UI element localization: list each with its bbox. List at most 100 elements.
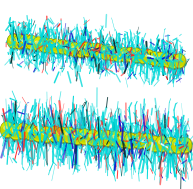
Ellipse shape bbox=[65, 131, 70, 136]
Ellipse shape bbox=[35, 130, 40, 134]
Ellipse shape bbox=[162, 53, 175, 69]
Ellipse shape bbox=[71, 46, 75, 50]
Ellipse shape bbox=[9, 128, 23, 138]
Ellipse shape bbox=[94, 130, 108, 146]
Ellipse shape bbox=[16, 123, 32, 140]
Ellipse shape bbox=[77, 47, 82, 51]
Ellipse shape bbox=[136, 49, 150, 65]
Ellipse shape bbox=[154, 52, 167, 66]
Ellipse shape bbox=[81, 42, 94, 58]
Ellipse shape bbox=[124, 133, 138, 149]
Ellipse shape bbox=[59, 43, 64, 47]
Ellipse shape bbox=[148, 136, 163, 153]
Ellipse shape bbox=[148, 136, 162, 152]
Ellipse shape bbox=[24, 125, 38, 140]
Ellipse shape bbox=[69, 42, 82, 58]
Ellipse shape bbox=[139, 53, 144, 57]
Ellipse shape bbox=[151, 140, 156, 144]
Ellipse shape bbox=[124, 47, 136, 62]
Ellipse shape bbox=[121, 51, 126, 55]
Ellipse shape bbox=[47, 126, 61, 142]
Ellipse shape bbox=[16, 123, 30, 139]
Ellipse shape bbox=[77, 129, 91, 145]
Ellipse shape bbox=[109, 131, 124, 148]
Ellipse shape bbox=[178, 137, 192, 153]
Ellipse shape bbox=[68, 42, 81, 57]
Ellipse shape bbox=[25, 35, 38, 50]
Ellipse shape bbox=[45, 39, 58, 54]
Ellipse shape bbox=[25, 35, 39, 51]
Ellipse shape bbox=[171, 138, 185, 153]
Ellipse shape bbox=[44, 39, 57, 53]
Ellipse shape bbox=[116, 131, 131, 149]
Ellipse shape bbox=[162, 57, 174, 65]
Ellipse shape bbox=[39, 127, 55, 144]
Ellipse shape bbox=[25, 125, 40, 142]
Ellipse shape bbox=[9, 124, 23, 140]
Ellipse shape bbox=[142, 53, 154, 62]
Ellipse shape bbox=[57, 40, 70, 55]
Ellipse shape bbox=[163, 137, 177, 153]
Ellipse shape bbox=[104, 135, 109, 139]
Ellipse shape bbox=[152, 55, 156, 59]
Ellipse shape bbox=[38, 38, 51, 52]
Ellipse shape bbox=[55, 127, 69, 143]
Ellipse shape bbox=[124, 51, 136, 60]
Ellipse shape bbox=[25, 39, 38, 48]
Ellipse shape bbox=[19, 38, 32, 47]
Ellipse shape bbox=[70, 129, 85, 146]
Ellipse shape bbox=[119, 51, 131, 60]
Ellipse shape bbox=[171, 138, 186, 155]
Ellipse shape bbox=[16, 127, 30, 137]
Ellipse shape bbox=[149, 52, 163, 67]
Ellipse shape bbox=[47, 130, 61, 140]
Ellipse shape bbox=[140, 133, 154, 149]
Ellipse shape bbox=[13, 39, 26, 47]
Ellipse shape bbox=[101, 135, 115, 144]
Ellipse shape bbox=[130, 48, 142, 62]
Ellipse shape bbox=[106, 46, 119, 62]
Ellipse shape bbox=[114, 51, 119, 55]
Ellipse shape bbox=[163, 141, 177, 151]
Ellipse shape bbox=[7, 34, 21, 50]
Ellipse shape bbox=[39, 127, 53, 143]
Ellipse shape bbox=[119, 136, 124, 140]
Ellipse shape bbox=[13, 35, 27, 50]
Ellipse shape bbox=[57, 40, 69, 54]
Ellipse shape bbox=[145, 53, 149, 57]
Ellipse shape bbox=[68, 46, 81, 55]
Ellipse shape bbox=[10, 38, 14, 42]
Ellipse shape bbox=[119, 47, 132, 63]
Ellipse shape bbox=[140, 133, 156, 151]
Ellipse shape bbox=[101, 130, 116, 148]
Ellipse shape bbox=[58, 131, 63, 136]
Ellipse shape bbox=[41, 41, 46, 45]
Ellipse shape bbox=[81, 42, 93, 56]
Ellipse shape bbox=[16, 38, 20, 42]
Ellipse shape bbox=[116, 131, 130, 147]
Ellipse shape bbox=[101, 130, 115, 146]
Ellipse shape bbox=[81, 46, 93, 55]
Ellipse shape bbox=[108, 50, 113, 54]
Ellipse shape bbox=[50, 39, 64, 55]
Ellipse shape bbox=[65, 45, 69, 49]
Ellipse shape bbox=[106, 46, 118, 60]
Ellipse shape bbox=[167, 54, 179, 69]
Ellipse shape bbox=[100, 49, 112, 58]
Ellipse shape bbox=[143, 138, 148, 142]
Ellipse shape bbox=[78, 129, 93, 146]
Ellipse shape bbox=[133, 52, 137, 56]
Ellipse shape bbox=[87, 43, 99, 57]
Ellipse shape bbox=[174, 142, 179, 146]
Ellipse shape bbox=[96, 134, 102, 139]
Ellipse shape bbox=[12, 128, 17, 132]
Ellipse shape bbox=[127, 137, 132, 141]
Ellipse shape bbox=[140, 138, 154, 147]
Ellipse shape bbox=[173, 58, 185, 66]
Ellipse shape bbox=[50, 130, 55, 135]
Ellipse shape bbox=[19, 34, 33, 50]
Ellipse shape bbox=[93, 47, 106, 56]
Ellipse shape bbox=[55, 131, 69, 141]
Ellipse shape bbox=[19, 127, 24, 132]
Ellipse shape bbox=[27, 129, 32, 133]
